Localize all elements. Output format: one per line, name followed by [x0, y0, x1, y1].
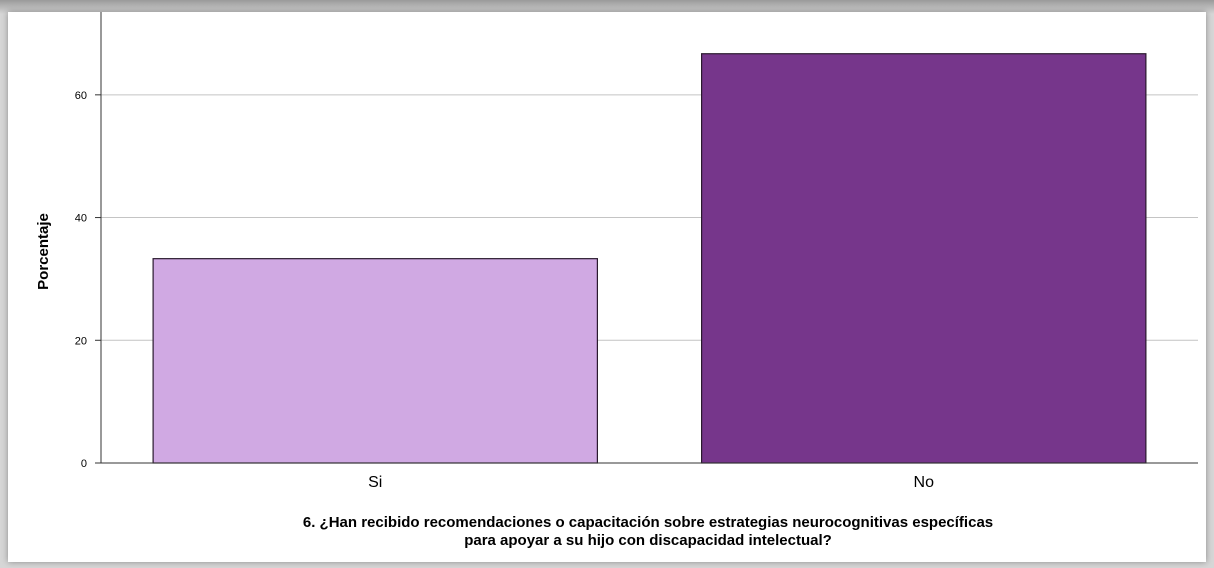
- bars: [152, 53, 1147, 464]
- x-category-label: No: [914, 474, 935, 491]
- bar-chart: 0 20 40 60 Si No Porcentaje: [35, 12, 1198, 491]
- y-axis-label: Porcentaje: [35, 213, 52, 290]
- x-axis-label-line-1: 6. ¿Han recibido recomendaciones o capac…: [302, 514, 994, 531]
- y-tick-label: 0: [81, 458, 87, 470]
- chart-panel: 0 20 40 60 Si No Porcentaje 6. ¿Han recibido…: [8, 12, 1206, 562]
- y-tick-label: 40: [75, 213, 87, 225]
- y-tick-label: 60: [75, 90, 87, 102]
- x-axis-label-line-2: para apoyar a su hijo con discapacidad i…: [464, 532, 832, 549]
- y-tick-label: 20: [75, 335, 87, 347]
- x-axis-label: 6. ¿Han recibido recomendaciones o capac…: [68, 514, 1214, 550]
- y-tick-labels: 0 20 40 60: [75, 90, 87, 470]
- bar-no: [701, 53, 1147, 464]
- x-category-label: Si: [368, 474, 382, 491]
- x-category-labels: Si No: [368, 474, 934, 491]
- axes: [95, 12, 1198, 464]
- bar-si: [152, 258, 598, 464]
